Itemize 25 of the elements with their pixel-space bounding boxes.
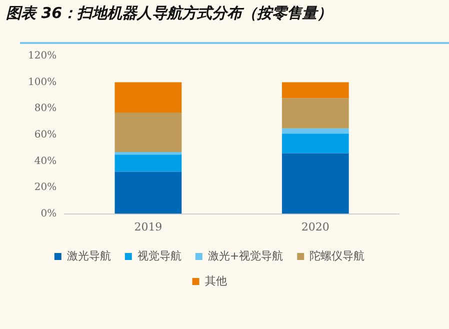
bar: [114, 172, 182, 214]
legend-label: 陀螺仪导航: [310, 249, 365, 262]
y-tick-label: 60%: [34, 129, 57, 140]
bar: [282, 98, 349, 128]
bar: [114, 152, 182, 155]
y-tick-label: 80%: [34, 103, 57, 114]
y-tick-label: 120%: [28, 50, 57, 62]
x-tick-label: 2020: [301, 220, 330, 234]
y-tick-label: 40%: [34, 156, 57, 167]
y-tick-label: 100%: [28, 76, 57, 88]
bar: [114, 112, 182, 152]
y-tick-label: 20%: [34, 182, 57, 194]
bar: [282, 128, 349, 134]
chart-title: 图表 36：扫地机器人导航方式分布（按零售量）: [6, 4, 332, 23]
legend-label: 激光+视觉导航: [208, 249, 284, 262]
bar: [282, 82, 349, 98]
x-tick-label: 2019: [134, 220, 162, 234]
bar: [282, 153, 349, 214]
bar: [282, 134, 349, 154]
y-tick-label: 0%: [40, 208, 57, 220]
bar: [114, 154, 182, 172]
legend-label: 其他: [204, 274, 227, 288]
legend-label: 激光导航: [66, 249, 111, 262]
bar: [114, 82, 182, 113]
legend-label: 视觉导航: [137, 249, 182, 262]
